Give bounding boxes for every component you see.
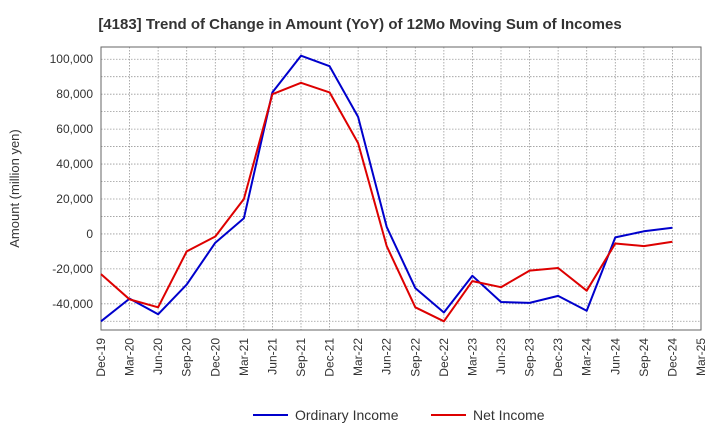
x-tick-label: Jun-20 — [151, 338, 165, 375]
x-tick-label: Sep-22 — [408, 338, 422, 377]
x-tick-label: Mar-21 — [237, 338, 251, 376]
x-tick-label: Mar-22 — [351, 338, 365, 376]
x-tick-label: Mar-20 — [123, 338, 137, 376]
chart-title: [4183] Trend of Change in Amount (YoY) o… — [98, 16, 622, 33]
y-tick-label: 40,000 — [56, 157, 93, 171]
legend: Ordinary Income Net Income — [253, 407, 545, 423]
x-tick-label: Jun-21 — [265, 338, 279, 375]
plot-frame — [100, 46, 702, 331]
x-tick-label: Jun-23 — [494, 338, 508, 375]
x-tick-label: Sep-21 — [294, 338, 308, 377]
x-tick-label: Dec-23 — [551, 338, 565, 377]
y-tick-label: -20,000 — [52, 262, 93, 276]
x-tick-label: Sep-24 — [637, 338, 651, 377]
x-tick-label: Dec-20 — [208, 338, 222, 377]
x-tick-label: Jun-22 — [380, 338, 394, 375]
legend-label: Ordinary Income — [295, 407, 399, 423]
axes: 100,000 80,000 60,000 40,000 20,000 0 -20,000 -… — [7, 46, 708, 377]
x-tick-label: Dec-19 — [94, 338, 108, 377]
x-tick-label: Mar-24 — [580, 338, 594, 376]
x-tick-label: Sep-20 — [180, 338, 194, 377]
series-lines — [100, 54, 673, 323]
x-tick-label: Mar-25 — [694, 338, 708, 376]
y-tick-label: 100,000 — [50, 52, 94, 66]
x-tick-label: Sep-23 — [523, 338, 537, 377]
x-tick-label: Mar-23 — [465, 338, 479, 376]
legend-label: Net Income — [473, 407, 545, 423]
x-tick-label: Jun-24 — [608, 338, 622, 375]
series-line-ordinary-income — [100, 54, 673, 323]
y-tick-label: -40,000 — [52, 297, 93, 311]
y-tick-label: 20,000 — [56, 192, 93, 206]
series-line-net-income — [100, 81, 673, 323]
x-tick-label: Dec-22 — [437, 338, 451, 377]
y-tick-label: 0 — [86, 227, 93, 241]
grid — [100, 47, 702, 330]
y-tick-label: 60,000 — [56, 122, 93, 136]
x-tick-label: Dec-24 — [665, 338, 679, 377]
x-tick-label: Dec-21 — [323, 338, 337, 377]
y-axis-title: Amount (million yen) — [7, 129, 22, 248]
y-tick-label: 80,000 — [56, 87, 93, 101]
